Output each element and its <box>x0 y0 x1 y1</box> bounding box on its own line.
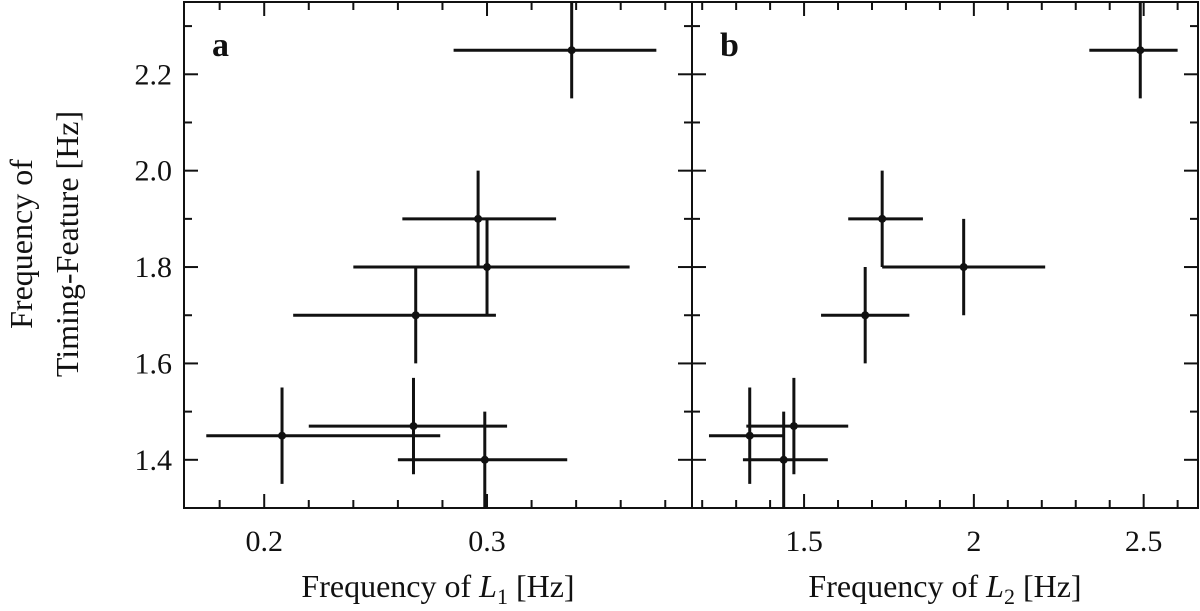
panel-letter: a <box>212 27 229 64</box>
y-axis-label-line2: Timing-Feature [Hz] <box>49 111 85 377</box>
data-point-b-1 <box>848 170 923 268</box>
point-marker <box>474 214 483 223</box>
data-point-a-0 <box>453 2 657 99</box>
x-axis-label: Frequency of L1 [Hz] <box>301 568 574 609</box>
panel-a-frame <box>183 1 693 509</box>
point-marker <box>1136 46 1145 55</box>
panel-letter: b <box>720 27 739 64</box>
point-marker <box>567 46 576 55</box>
x-axis-label: Frequency of L2 [Hz] <box>808 568 1081 609</box>
panel-b-frame <box>691 1 1199 509</box>
y-tick-label: 1.4 <box>135 444 173 477</box>
x-tick-label: 0.2 <box>245 525 283 558</box>
point-marker <box>483 263 492 272</box>
point-marker <box>861 311 870 320</box>
point-marker <box>409 422 418 431</box>
point-marker <box>278 431 287 440</box>
point-marker <box>878 214 887 223</box>
point-marker <box>745 431 754 440</box>
panel-a: 0.2 0.3 1.4 1.6 1.8 2.0 2.2 a Frequency of L1 [H… <box>135 1 693 609</box>
data-point-a-6 <box>397 411 568 508</box>
data-point-a-1 <box>402 170 557 268</box>
data-point-b-4 <box>708 387 784 484</box>
panel-b: 1.5 2 2.5 b Frequency of L2 [Hz] <box>691 1 1199 609</box>
data-point-a-3 <box>293 267 496 364</box>
point-marker <box>480 455 489 464</box>
point-marker <box>779 455 788 464</box>
data-point-a-2 <box>353 218 630 316</box>
data-point-b-0 <box>1089 2 1178 99</box>
point-marker <box>959 263 968 272</box>
y-tick-label: 2.2 <box>135 58 173 91</box>
x-tick-label: 2.5 <box>1125 525 1163 558</box>
data-point-a-5 <box>308 377 508 475</box>
x-tick-label: 0.3 <box>468 525 506 558</box>
y-tick-label: 1.6 <box>135 347 173 380</box>
data-point-b-5 <box>746 377 849 475</box>
point-marker <box>789 422 798 431</box>
x-tick-label: 2 <box>966 525 981 558</box>
data-point-a-4 <box>206 387 441 484</box>
data-point-b-2 <box>882 218 1046 316</box>
x-tick-label: 1.5 <box>785 525 823 558</box>
data-point-b-6 <box>742 411 828 508</box>
y-tick-label: 2.0 <box>135 155 173 188</box>
y-tick-label: 1.8 <box>135 251 173 284</box>
point-marker <box>411 311 420 320</box>
data-point-b-3 <box>821 267 910 364</box>
y-axis-label-line1: Frequency of <box>3 159 39 329</box>
